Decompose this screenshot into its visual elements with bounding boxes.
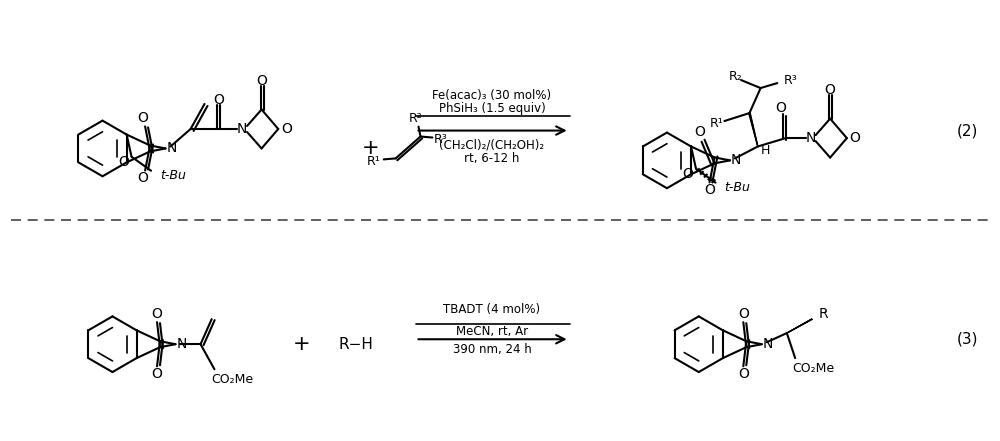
Text: O: O	[281, 122, 292, 136]
Text: rt, 6-12 h: rt, 6-12 h	[464, 152, 520, 165]
Text: O: O	[683, 167, 693, 181]
Text: O: O	[738, 367, 749, 381]
Text: Fe(acac)₃ (30 mol%): Fe(acac)₃ (30 mol%)	[432, 89, 552, 102]
Text: R²: R²	[409, 112, 422, 125]
Text: t-Bu: t-Bu	[160, 169, 186, 182]
Text: O: O	[738, 307, 749, 321]
Text: CO₂Me: CO₂Me	[211, 373, 253, 386]
Text: O: O	[138, 112, 149, 125]
Text: 390 nm, 24 h: 390 nm, 24 h	[453, 343, 531, 356]
Text: R³: R³	[784, 74, 797, 86]
Text: O: O	[704, 183, 715, 198]
Text: N: N	[176, 337, 187, 351]
Text: O: O	[213, 93, 224, 107]
Text: O: O	[118, 155, 129, 169]
Text: N: N	[805, 131, 816, 145]
Text: O: O	[849, 131, 860, 145]
Text: N: N	[731, 153, 741, 168]
Text: MeCN, rt, Ar: MeCN, rt, Ar	[456, 325, 528, 338]
Text: R₂: R₂	[729, 70, 742, 82]
Text: (2): (2)	[956, 123, 978, 138]
Text: O: O	[138, 172, 149, 186]
Text: N: N	[763, 337, 773, 351]
Text: O: O	[256, 74, 267, 88]
Text: R¹: R¹	[367, 155, 381, 168]
Text: +: +	[292, 334, 310, 354]
Text: +: +	[362, 138, 380, 158]
Text: CO₂Me: CO₂Me	[792, 362, 834, 374]
Text: H: H	[761, 144, 770, 157]
Text: O: O	[694, 125, 705, 139]
Text: O: O	[152, 307, 162, 321]
Text: O: O	[152, 367, 162, 381]
Text: R: R	[819, 307, 829, 321]
Text: (3): (3)	[956, 332, 978, 347]
Text: O: O	[825, 83, 836, 97]
Text: R¹: R¹	[710, 116, 724, 130]
Text: N: N	[166, 142, 177, 156]
Text: R−H: R−H	[338, 337, 373, 352]
Text: R³: R³	[434, 133, 447, 146]
Text: O: O	[775, 101, 786, 115]
Text: N: N	[237, 122, 247, 136]
Text: PhSiH₃ (1.5 equiv): PhSiH₃ (1.5 equiv)	[439, 102, 545, 115]
Text: (CH₂Cl)₂/(CH₂OH)₂: (CH₂Cl)₂/(CH₂OH)₂	[439, 139, 545, 152]
Text: t-Bu: t-Bu	[724, 181, 750, 194]
Text: TBADT (4 mol%): TBADT (4 mol%)	[443, 303, 541, 316]
